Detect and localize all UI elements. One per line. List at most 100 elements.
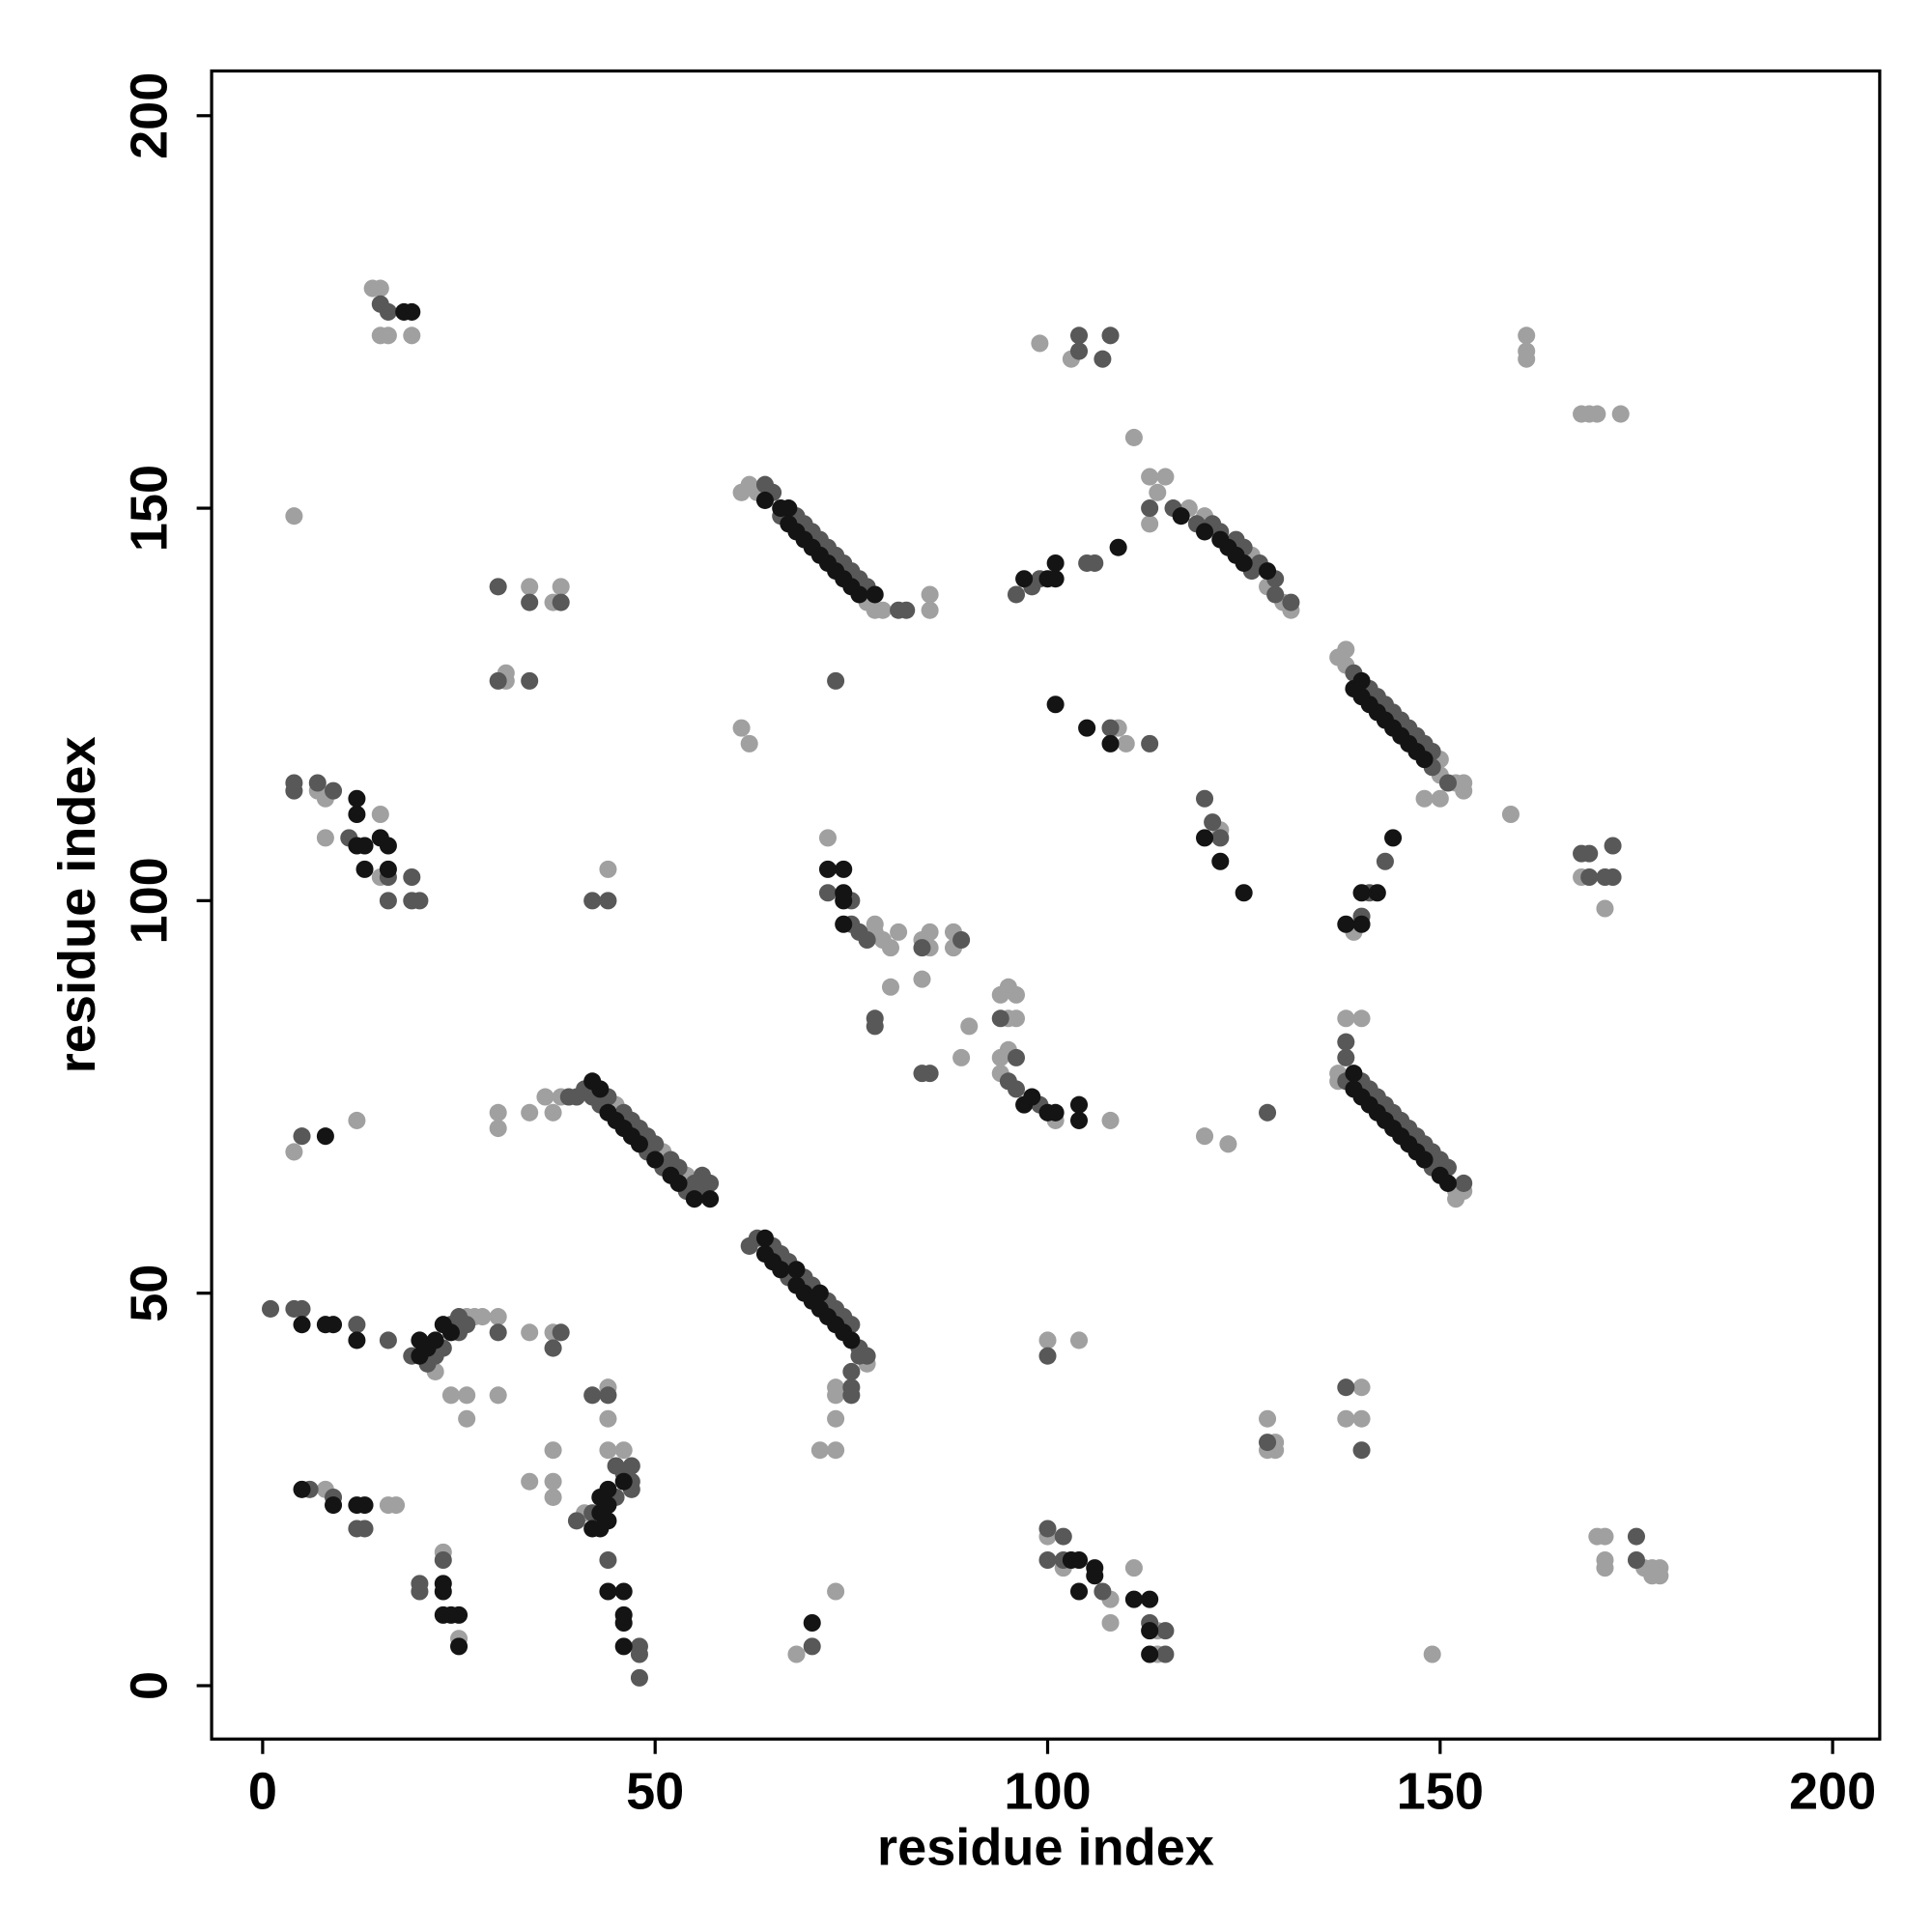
point (1596, 899, 1614, 918)
point (1196, 829, 1214, 847)
point (379, 302, 397, 321)
point (489, 578, 507, 596)
point (489, 1103, 507, 1122)
point (952, 930, 971, 950)
point (1455, 1174, 1473, 1192)
point (348, 1316, 366, 1334)
point (1337, 1009, 1355, 1028)
point (630, 1668, 648, 1687)
point (1352, 1409, 1371, 1428)
y-tick-label: 50 (121, 1264, 179, 1322)
point (293, 1480, 311, 1498)
point (473, 1308, 492, 1326)
point (1054, 1527, 1072, 1546)
y-axis-label: residue index (48, 736, 106, 1073)
point (921, 1065, 939, 1083)
point (1627, 1527, 1645, 1546)
point (489, 1120, 507, 1138)
point (544, 1441, 562, 1460)
point (740, 734, 758, 753)
point (1438, 1174, 1457, 1192)
point (1101, 327, 1120, 345)
point (489, 1386, 507, 1405)
point (1266, 585, 1285, 604)
point (599, 1512, 617, 1530)
point (325, 781, 343, 800)
point (1007, 585, 1026, 604)
point (1046, 696, 1065, 714)
point (411, 892, 429, 910)
point (1046, 570, 1065, 588)
point (866, 915, 884, 933)
y-tick-label: 100 (121, 857, 179, 944)
point (599, 1409, 617, 1428)
point (521, 1323, 539, 1342)
point (348, 805, 366, 824)
point (403, 867, 421, 887)
point (1588, 405, 1606, 423)
point (285, 1143, 303, 1161)
point (1337, 640, 1355, 659)
point (787, 1261, 806, 1279)
point (293, 1316, 311, 1334)
point (858, 1347, 876, 1365)
x-tick-label: 100 (1004, 1762, 1091, 1820)
point (1069, 1331, 1089, 1350)
point (434, 1550, 452, 1570)
point (1643, 1567, 1662, 1585)
point (1007, 1048, 1026, 1066)
point (1101, 719, 1120, 737)
point (1015, 570, 1034, 588)
point (355, 860, 374, 878)
y-tick-label: 150 (121, 465, 179, 552)
x-tick-label: 200 (1789, 1762, 1876, 1820)
point (1007, 985, 1026, 1004)
point (1007, 1080, 1026, 1098)
point (1196, 789, 1214, 808)
point (379, 837, 397, 855)
point (1415, 1151, 1434, 1169)
point (403, 327, 421, 345)
point (960, 1017, 979, 1036)
point (379, 1331, 397, 1350)
point (755, 1229, 774, 1247)
point (1337, 1048, 1355, 1066)
x-axis-label: residue index (877, 1818, 1214, 1876)
point (1259, 562, 1277, 581)
point (1211, 852, 1230, 870)
point (348, 789, 366, 808)
point (1023, 1088, 1041, 1106)
point (866, 585, 884, 604)
point (1149, 483, 1167, 501)
point (316, 1127, 334, 1146)
point (1086, 554, 1104, 572)
point (441, 1386, 460, 1405)
point (1141, 515, 1159, 533)
point (614, 1637, 633, 1656)
point (599, 1386, 617, 1405)
point (355, 1496, 374, 1515)
point (1109, 538, 1127, 556)
point (772, 1261, 790, 1279)
point (293, 1299, 311, 1318)
point (441, 1323, 460, 1342)
point (583, 1386, 602, 1405)
point (552, 578, 570, 596)
point (1282, 593, 1300, 611)
point (921, 601, 939, 619)
point (614, 1613, 633, 1633)
x-tick-label: 50 (626, 1762, 684, 1820)
point (1259, 1103, 1277, 1122)
point (1078, 719, 1096, 737)
point (1101, 734, 1120, 753)
point (1156, 1645, 1175, 1663)
point (1415, 751, 1434, 769)
point (1094, 1582, 1112, 1601)
point (1337, 915, 1355, 933)
point (379, 892, 397, 910)
point (646, 1135, 665, 1153)
point (1596, 1527, 1614, 1546)
point (599, 892, 617, 910)
point (1423, 1645, 1441, 1663)
